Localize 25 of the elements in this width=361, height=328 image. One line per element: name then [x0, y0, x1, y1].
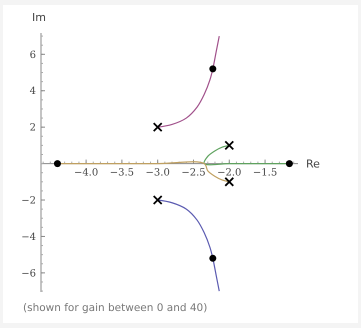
y-tick-label: 4	[30, 86, 36, 98]
point	[224, 176, 234, 187]
x-tick-label: −2.0	[217, 168, 242, 179]
y-tick-label: −4	[21, 232, 36, 243]
y-tick-label: −2	[21, 196, 36, 207]
x-tick-label: −4.0	[74, 168, 98, 179]
point	[209, 254, 216, 262]
y-tick-label: 2	[30, 122, 36, 134]
y-tick-label: 6	[30, 50, 36, 61]
x-tick-label: −3.5	[110, 168, 134, 179]
point	[152, 195, 163, 205]
line-series	[157, 35, 220, 128]
x-tick-label: −1.5	[252, 168, 278, 179]
point	[286, 160, 293, 168]
x-tick-label: −3.0	[146, 168, 170, 179]
point	[224, 140, 234, 150]
y-axis-title: Im	[32, 11, 46, 24]
x-tick-label: −2.5	[181, 168, 206, 179]
text: (shown for gain between 0 and 40)	[23, 302, 208, 314]
x-axis-title: Re	[306, 158, 320, 171]
y-tick-label: −6	[21, 268, 36, 280]
point	[54, 160, 61, 168]
line-series	[157, 199, 220, 292]
point	[152, 122, 163, 132]
point	[209, 65, 216, 72]
